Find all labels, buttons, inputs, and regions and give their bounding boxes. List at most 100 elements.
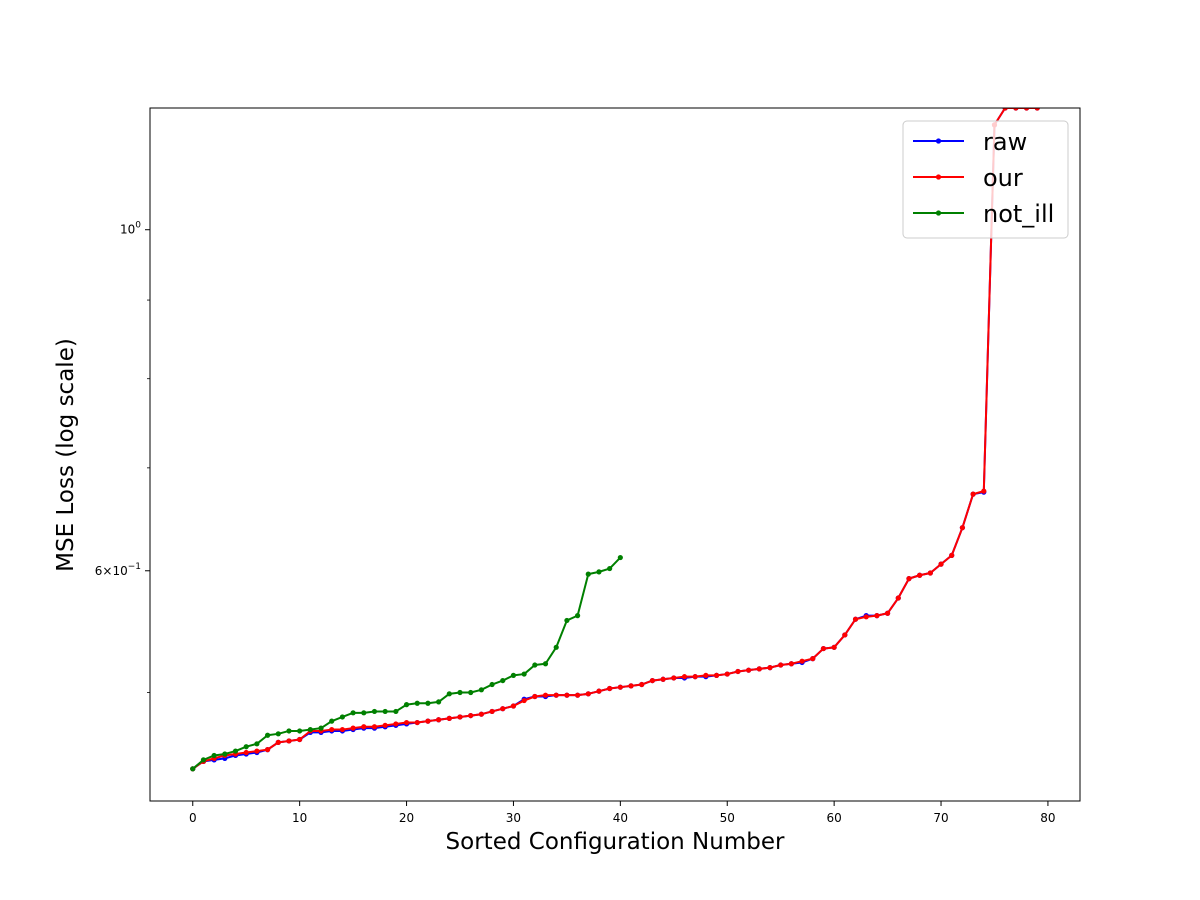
data-point [1034,108,1040,111]
data-point [350,710,356,716]
data-point [703,672,709,678]
data-point [628,683,634,689]
legend-marker [935,138,942,144]
x-tick-label: 70 [933,811,948,825]
data-point [553,644,559,650]
data-point [307,726,313,733]
data-point [874,613,880,619]
data-point [895,595,901,601]
data-point [970,491,976,497]
data-point [446,691,452,697]
data-point [542,661,549,667]
data-point [692,674,698,680]
legend-label: raw [983,128,1027,156]
data-point [329,726,335,733]
data-point [660,676,666,682]
data-point [254,741,260,747]
data-point [596,688,602,694]
series-line [192,556,622,770]
data-point [585,691,591,697]
series-not-ill [190,554,623,772]
data-point [713,672,720,678]
data-point [564,617,570,624]
data-point [457,714,463,720]
data-point [468,712,474,719]
data-point [264,747,271,753]
data-point [724,671,730,677]
data-point [190,766,196,772]
legend-label: our [983,164,1023,192]
data-point [735,668,741,675]
data-point [425,700,431,706]
data-point [232,748,239,754]
y-axis: 100 6×10−1 [95,221,150,693]
series-layer [190,108,1040,772]
data-point [403,719,410,726]
data-point [831,644,837,650]
data-point [521,671,527,677]
data-point [842,632,848,638]
data-point [243,744,249,750]
x-tick-label: 50 [720,811,735,825]
data-point [489,681,495,688]
x-tick-label: 60 [826,811,841,825]
data-point [927,570,933,576]
data-point [436,699,442,705]
data-point [500,677,506,684]
data-point [457,689,463,696]
data-point [286,728,292,734]
x-tick-label: 30 [506,811,521,825]
data-point [799,658,805,664]
data-point [339,714,346,720]
data-point [617,554,623,561]
data-point [906,576,912,582]
data-point [211,752,217,759]
data-point [532,693,538,700]
y-tick-label: 100 [120,221,141,237]
data-point [446,715,452,721]
legend-item-our: our [913,164,1023,192]
data-point [756,666,762,672]
data-point [564,692,570,698]
data-point [510,703,517,709]
legend-marker [935,210,942,216]
data-point [681,674,688,680]
data-point [778,662,784,668]
data-point [949,552,955,558]
data-point [1002,108,1008,111]
data-point [532,662,538,668]
data-point [436,717,442,723]
data-point [297,728,303,734]
data-point [200,757,207,763]
legend-marker [935,174,942,180]
data-point [254,748,260,754]
data-point [468,689,474,696]
data-point [478,687,484,693]
data-point [852,616,859,622]
data-point [553,692,559,698]
plot-frame [149,107,1081,802]
data-point [222,751,228,757]
x-axis: 0 10 20 30 40 50 60 70 80 [189,801,1056,825]
legend-item-raw: raw [913,128,1027,156]
data-point [884,610,891,616]
data-point [414,700,420,706]
data-point [371,708,378,715]
data-point [574,613,581,619]
legend-box [902,120,1069,239]
data-point [275,739,281,745]
x-tick-label: 40 [613,811,628,825]
x-tick-label: 10 [292,811,307,825]
data-point [617,684,623,690]
data-point [329,718,335,724]
data-point [1023,108,1030,111]
x-tick-label: 20 [399,811,414,825]
data-point [521,697,527,704]
data-point [361,710,367,716]
data-point [382,708,388,715]
data-point [478,711,484,717]
data-point [361,724,367,730]
data-point [371,724,378,730]
data-point [275,731,281,737]
legend-item-not-ill: not_ill [913,200,1054,228]
